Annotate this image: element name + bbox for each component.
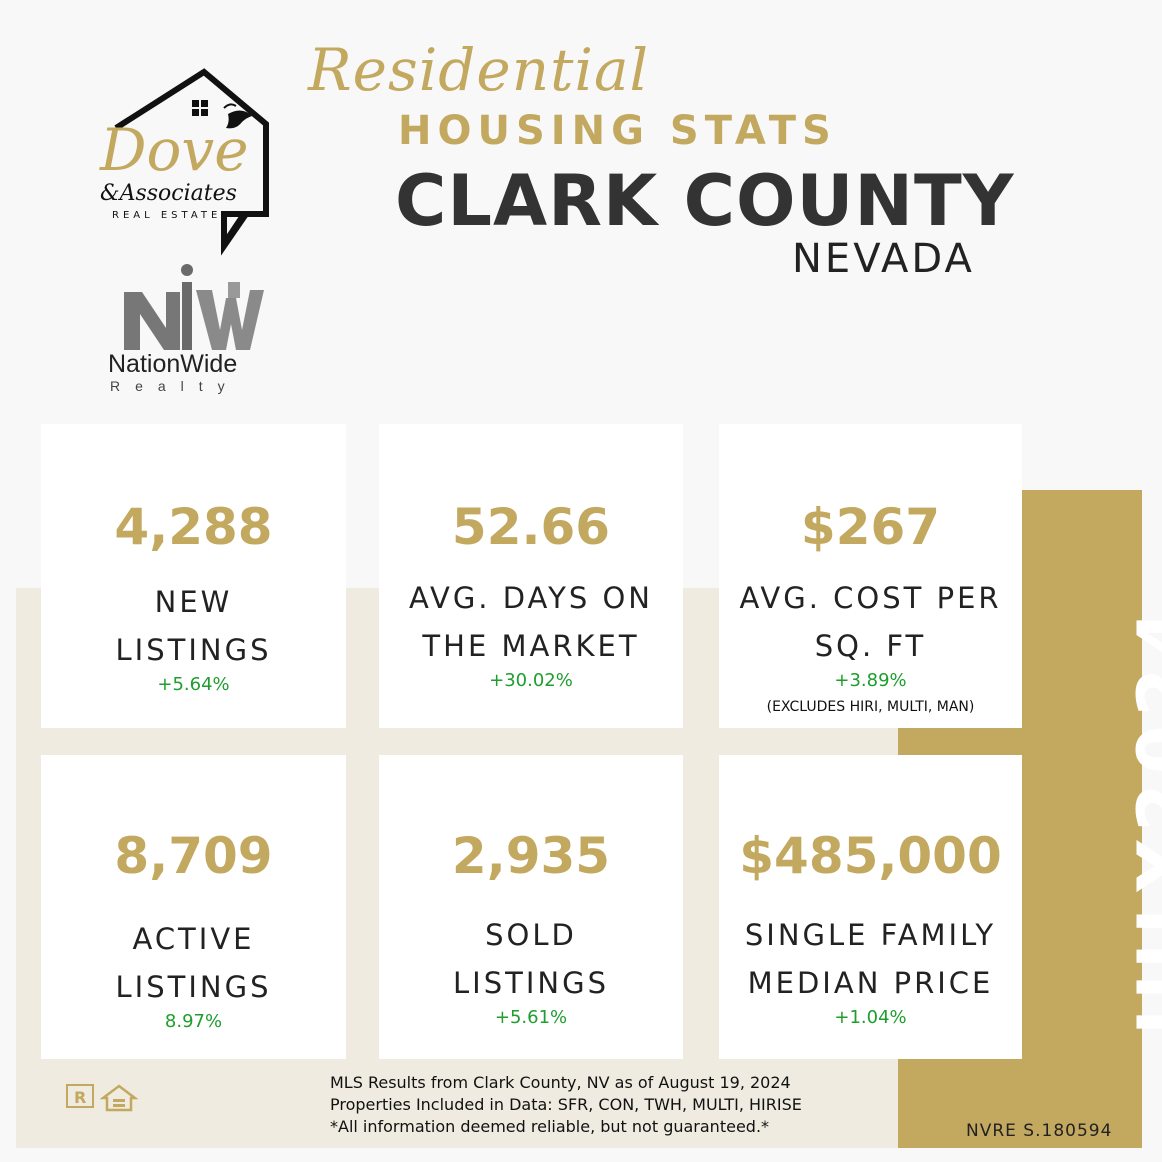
svg-text:R: R <box>74 1088 86 1107</box>
title-county: CLARK COUNTY <box>395 160 1015 242</box>
equal-housing-icon <box>100 1084 138 1112</box>
stat-note: (EXCLUDES HIRI, MULTI, MAN) <box>766 699 975 715</box>
nationwide-logo-mark <box>124 264 264 350</box>
stat-value: 52.66 <box>451 498 611 556</box>
stat-value: 8,709 <box>114 827 273 885</box>
stat-label-line2: LISTINGS <box>453 966 609 1000</box>
stat-label-line2: LISTINGS <box>115 970 272 1004</box>
title-residential: Residential <box>308 36 650 104</box>
stat-card-cost-per-sqft: $267 AVG. COST PER SQ. FT +3.89% (EXCLUD… <box>719 424 1022 728</box>
title-state: NEVADA <box>792 236 975 282</box>
stat-label-line2: SQ. FT <box>814 629 927 663</box>
dove-logo-re: REAL ESTATE <box>112 210 221 221</box>
stat-change: 8.97% <box>164 1011 223 1032</box>
stat-value: 4,288 <box>114 498 273 556</box>
stat-card-active-listings: 8,709 ACTIVE LISTINGS 8.97% <box>41 755 346 1059</box>
stat-change: +5.64% <box>157 674 230 695</box>
stat-label-line1: AVG. COST PER <box>739 581 1002 615</box>
stat-label-line1: ACTIVE <box>132 922 255 956</box>
stat-label-line2: THE MARKET <box>422 629 640 663</box>
stat-card-sold-listings: 2,935 SOLD LISTINGS +5.61% <box>379 755 683 1059</box>
month-label: JULY2024 <box>1123 600 1162 1035</box>
title-housing-stats: HOUSING STATS <box>398 108 837 154</box>
footer-disclaimer: MLS Results from Clark County, NV as of … <box>330 1072 802 1138</box>
stat-label-line2: MEDIAN PRICE <box>747 966 994 1000</box>
dove-logo-text: Dove <box>99 116 249 184</box>
stat-card-new-listings: 4,288 NEW LISTINGS +5.64% <box>41 424 346 728</box>
stat-value: 2,935 <box>451 827 611 885</box>
stat-change: +30.02% <box>489 670 573 691</box>
stat-value: $267 <box>800 498 941 556</box>
stat-label-line1: SOLD <box>485 918 577 952</box>
stat-card-days-on-market: 52.66 AVG. DAYS ON THE MARKET +30.02% <box>379 424 683 728</box>
footer-line-3: *All information deemed reliable, but no… <box>330 1117 770 1136</box>
nationwide-subtitle: Realty <box>110 378 240 394</box>
footer-line-2: Properties Included in Data: SFR, CON, T… <box>330 1095 802 1114</box>
stat-label-line1: SINGLE FAMILY <box>744 918 997 952</box>
nationwide-name: NationWide <box>108 350 238 378</box>
realtor-logo-icon: R <box>66 1084 94 1108</box>
dove-logo-assoc: &Associates <box>100 181 237 206</box>
stat-change: +3.89% <box>834 670 907 691</box>
stat-card-median-price: $485,000 SINGLE FAMILY MEDIAN PRICE +1.0… <box>719 755 1022 1059</box>
license-number: NVRE S.180594 <box>966 1121 1113 1141</box>
dove-associates-logo: Dove &Associates REAL ESTATE <box>99 68 269 256</box>
stat-label-line2: LISTINGS <box>115 633 272 667</box>
footer-line-1: MLS Results from Clark County, NV as of … <box>330 1073 791 1092</box>
stat-label-line1: NEW <box>154 585 233 619</box>
stat-label-line1: AVG. DAYS ON <box>409 581 653 615</box>
stat-change: +5.61% <box>494 1007 568 1028</box>
stat-change: +1.04% <box>834 1007 907 1028</box>
stat-value: $485,000 <box>739 827 1002 885</box>
